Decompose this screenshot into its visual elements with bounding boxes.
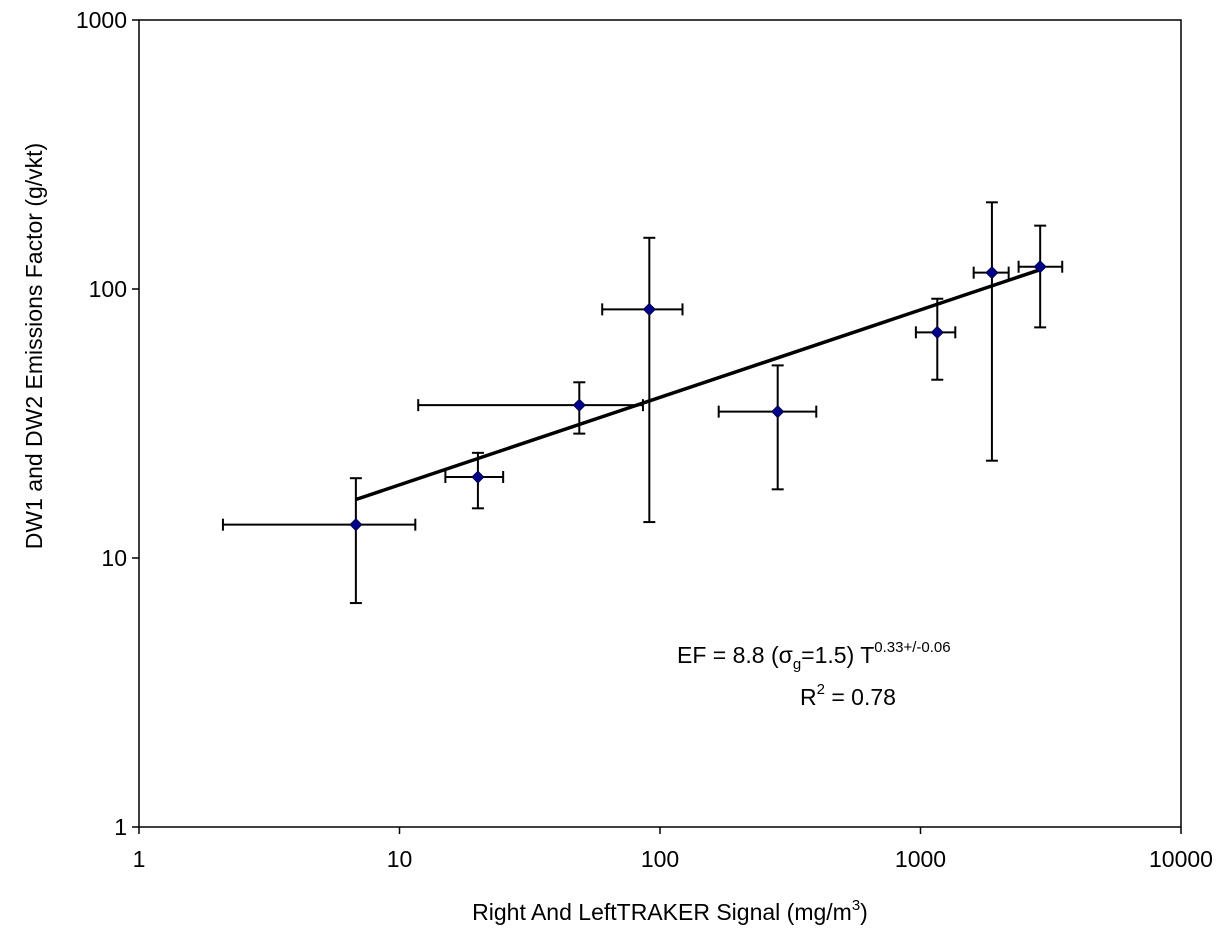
x-tick-label: 1000 xyxy=(895,846,946,872)
r-squared-prefix: R xyxy=(800,684,817,710)
x-tick-label: 10000 xyxy=(1149,846,1213,872)
error-bar xyxy=(417,381,644,435)
fit-equation-mid: =1.5) T xyxy=(801,642,874,668)
error-bar xyxy=(972,201,1010,462)
axis-ticks: 1 10 100 1000 10000 1 10 100 1000 xyxy=(76,7,1213,872)
x-axis-title-main: Right And LeftTRAKER Signal (mg/m xyxy=(472,899,852,925)
y-tick-label: 1 xyxy=(114,814,127,840)
y-tick-label: 1000 xyxy=(76,7,127,33)
fit-line-layer xyxy=(355,268,1041,502)
x-tick-label: 1 xyxy=(133,846,146,872)
y-tick-label: 10 xyxy=(101,545,127,571)
x-tick-label: 100 xyxy=(641,846,679,872)
data-point xyxy=(471,470,485,484)
x-axis-title: Right And LeftTRAKER Signal (mg/m3) xyxy=(472,897,868,925)
error-bar xyxy=(717,364,818,491)
x-axis-title-tail: ) xyxy=(860,899,868,925)
r-squared-sup: 2 xyxy=(817,681,825,698)
data-point xyxy=(771,405,785,419)
error-bar xyxy=(601,236,684,524)
plot-area-border xyxy=(138,19,1182,828)
plot-frame xyxy=(138,19,1182,828)
fit-equation-sigma: σ xyxy=(779,642,793,668)
x-tick-label: 10 xyxy=(387,846,413,872)
error-bar xyxy=(221,477,417,605)
data-point xyxy=(572,398,586,412)
y-axis-title: DW1 and DW2 Emissions Factor (g/vkt) xyxy=(21,143,47,549)
data-point xyxy=(1033,260,1047,274)
y-tick-label: 100 xyxy=(89,276,127,302)
r-squared: R2 = 0.78 xyxy=(800,681,896,710)
fit-equation-exponent: 0.33+/-0.06 xyxy=(874,639,950,656)
error-bar xyxy=(1017,224,1064,329)
data-point xyxy=(930,325,944,339)
r-squared-suffix: = 0.78 xyxy=(825,684,896,710)
data-point xyxy=(642,302,656,316)
data-points xyxy=(349,260,1047,532)
x-axis-title-sup: 3 xyxy=(852,897,860,914)
data-point xyxy=(349,518,363,532)
fit-equation-sigma-sub: g xyxy=(793,656,801,673)
data-point xyxy=(985,266,999,280)
fit-line xyxy=(355,268,1041,502)
fit-equation-prefix: EF = 8.8 ( xyxy=(677,642,779,668)
fit-equation: EF = 8.8 (σg=1.5) T0.33+/-0.06 xyxy=(677,639,951,673)
